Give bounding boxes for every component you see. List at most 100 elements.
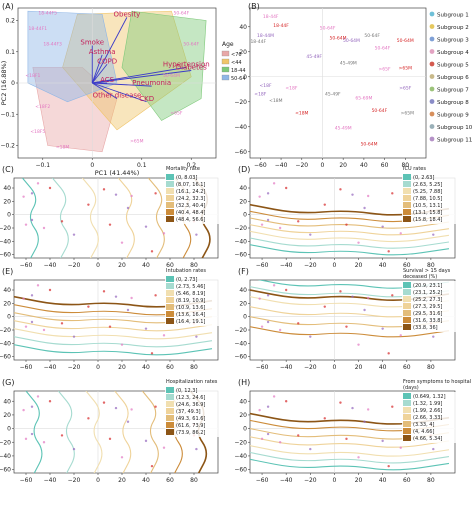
panel-d-xtick-label: 0: [332, 262, 336, 269]
contour-line: [114, 391, 132, 473]
legend-entry: (12.3, 24.6]: [176, 395, 205, 401]
loading-label: CKD: [139, 95, 154, 103]
subgroup-point: [24, 223, 28, 226]
contour-line: [85, 391, 103, 473]
subgroup-point-label: 50-64F: [372, 108, 388, 114]
legend-marker: [429, 86, 435, 92]
panel-a-ylabel: PC2 (16.88%): [0, 61, 8, 106]
legend-swatch: [166, 422, 174, 428]
legend-entry: Subgroup 2: [437, 25, 469, 31]
legend-entry: Subgroup 4: [437, 50, 469, 56]
subgroup-point: [366, 194, 370, 198]
panel-g-xtick-label: 40: [142, 477, 150, 484]
subgroup-point: [432, 335, 435, 338]
subgroup-point: [30, 218, 34, 222]
panel-b-xtick-label: 0: [321, 162, 325, 169]
panel-h-ytick-label: 40: [239, 398, 247, 405]
subgroup-point-label: 18-44M: [257, 33, 274, 39]
panel-c-ytick-label: 20: [3, 198, 11, 205]
subgroup-point: [48, 400, 52, 403]
legend-c: Mortality rate (0, 8.03](8.07, 16.1](16.1…: [165, 166, 219, 224]
contour-line: [14, 312, 213, 324]
subgroup-point: [309, 335, 312, 338]
legend-swatch: [166, 401, 174, 407]
panel-g-xtick-label: −40: [44, 477, 57, 484]
loading-label: Obesity: [114, 10, 141, 18]
subgroup-point: [297, 322, 300, 325]
legend-entry: (16.4, 19.1]: [176, 319, 205, 325]
panel-a-legend: Age <76 <44 18-44 50-64: [221, 41, 246, 82]
panel-a-ytick-label: 0.2: [5, 18, 15, 25]
panel-g-ytick-label: −60: [0, 467, 11, 474]
legend-entry: Subgroup 11: [437, 138, 472, 144]
subgroup-point: [114, 193, 118, 196]
subgroup-point: [120, 456, 124, 459]
subgroup-point: [387, 464, 390, 468]
legend-swatch: [166, 297, 174, 303]
panel-f-xtick-label: 0: [332, 364, 336, 371]
legend-entry: (10.5, 13.1]: [413, 203, 442, 209]
legend-entry: (4, 4.66]: [413, 429, 434, 435]
panel-c: (C) −60 −40 −20 0 20 40 60 80 −60 −40 −20 0 20 40 Morta…: [0, 165, 219, 269]
subgroup-point: [266, 320, 270, 324]
panel-b-legend: Subgroup 1 Subgroup 2 Subgroup 3 Subgroup 4…: [429, 11, 473, 144]
contour-line: [14, 344, 213, 356]
panel-f-ytick-label: 20: [239, 300, 247, 307]
legend-entry: (0, 12.3]: [176, 388, 197, 394]
panel-a-ytick-label: 0: [11, 80, 15, 87]
panel-d-xtick-label: 80: [427, 262, 435, 269]
panel-letter-c: (C): [2, 165, 14, 174]
subgroup-point: [391, 294, 394, 297]
panel-b-xtick-label: 20: [339, 162, 347, 169]
panel-f-ytick-label: 40: [239, 287, 247, 294]
subgroup-point: [345, 437, 348, 441]
legend-swatch: [403, 435, 411, 441]
panel-b: (B) −60 −40 −20 0 20 40 60 80 −60 −40 −20 0 20 40 18-44…: [234, 2, 472, 169]
panel-c-xtick-label: 20: [118, 262, 126, 269]
subgroup-point: [144, 327, 148, 330]
contour-line: [14, 320, 213, 332]
subgroup-point: [130, 296, 133, 300]
subgroup-point: [272, 395, 276, 398]
loading-vector: [91, 54, 103, 84]
subgroup-point: [195, 335, 198, 338]
legend-swatch: [221, 74, 230, 81]
panel-f: (F) −60 −40 −20 0 20 40 60 80 −60 −40 −20 0 20 40 Survi…: [234, 267, 456, 371]
panel-e-ytick-label: 40: [3, 287, 11, 294]
subgroup-point: [30, 294, 34, 297]
loading-label: Diabetes: [176, 64, 207, 72]
panel-d-xtick-label: −40: [280, 262, 293, 269]
pca-point-label: <18F2: [35, 104, 50, 110]
legend-swatch: [403, 195, 411, 201]
subgroup-point: [108, 223, 112, 226]
contour-line: [250, 412, 450, 425]
panel-h-xtick-label: 0: [332, 477, 336, 484]
subgroup-point-label: >65F: [399, 85, 411, 91]
legend-entry: (8.07, 16.1]: [176, 182, 205, 188]
panel-g-xtick-label: 0: [96, 477, 100, 484]
contour-line: [250, 326, 450, 338]
subgroup-point: [381, 225, 384, 228]
legend-marker: [429, 61, 435, 67]
subgroup-point: [391, 405, 394, 408]
legend-entry: (0, 8.03]: [176, 175, 197, 181]
legend-title: Intubation rates: [166, 268, 206, 274]
subgroup-point: [309, 447, 312, 451]
panel-letter-g: (G): [2, 378, 14, 387]
panel-e-ytick-label: −20: [0, 327, 11, 334]
contour-line: [14, 328, 213, 340]
panel-d-ytick-label: 0: [243, 212, 247, 219]
panel-b-xtick-label: −40: [275, 162, 288, 169]
legend-swatch: [403, 310, 411, 316]
pca-point-label: 18-44F5: [38, 10, 57, 16]
loading-vector: [91, 17, 128, 84]
subgroup-point: [162, 334, 166, 337]
subgroup-point: [381, 327, 384, 330]
pca-point-label: 50-64F: [183, 42, 199, 48]
legend-marker: [429, 24, 435, 29]
subgroup-point: [72, 335, 76, 338]
legend-entry: 50-64: [231, 76, 246, 82]
panel-b-xtick-label: 60: [381, 162, 389, 169]
panel-letter-f: (F): [238, 267, 249, 276]
contour-line: [51, 178, 69, 258]
